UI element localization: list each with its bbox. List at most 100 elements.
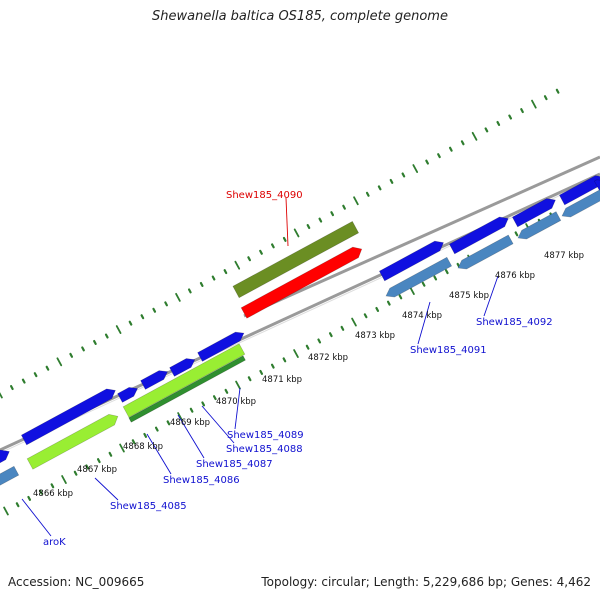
- outer-tick-mark: [365, 191, 370, 197]
- gene-label: Shew185_4089: [227, 430, 304, 441]
- inner-tick-mark: [282, 357, 287, 363]
- label-leader-line: [234, 387, 241, 430]
- gene-labels: aroK Shew185_4085 Shew185_4086 Shew185_4087…: [43, 190, 553, 548]
- inner-tick-mark: [235, 380, 241, 390]
- outer-tick-mark: [152, 307, 157, 313]
- outer-tick-mark: [282, 236, 287, 242]
- inner-tick-mark: [293, 349, 299, 358]
- inner-tick-mark: [73, 470, 78, 476]
- gene-block: [140, 370, 169, 390]
- inner-tick-mark: [85, 464, 90, 470]
- inner-tick-mark: [15, 502, 20, 508]
- inner-tick-mark: [433, 275, 438, 281]
- gene-block: [169, 358, 196, 377]
- gene-block: [593, 179, 600, 192]
- gene-block: [117, 387, 139, 403]
- kbp-tick-label: 4866 kbp: [33, 489, 73, 499]
- outer-tick-track: [0, 88, 560, 399]
- outer-tick-mark: [425, 159, 429, 165]
- inner-tick-mark: [386, 300, 391, 306]
- gene-label: Shew185_4087: [196, 459, 273, 470]
- inner-tick-mark: [3, 506, 9, 516]
- gene-block: [197, 331, 245, 362]
- inner-tick-mark: [212, 395, 217, 401]
- outer-tick-mark: [21, 378, 26, 384]
- label-leader-line: [201, 405, 235, 444]
- outer-tick-mark: [81, 346, 85, 352]
- outer-tick-mark: [0, 392, 3, 399]
- gene-block: [26, 414, 119, 470]
- label-leader-line: [94, 477, 119, 501]
- outer-tick-mark: [318, 217, 323, 223]
- inner-tick-mark: [143, 432, 148, 438]
- inner-tick-mark: [201, 401, 206, 407]
- inner-tick-mark: [317, 338, 322, 344]
- inner-tick-mark: [96, 458, 101, 464]
- outer-tick-mark: [508, 114, 513, 120]
- label-leader-line: [177, 414, 205, 459]
- inner-tick-mark: [398, 294, 403, 300]
- gene-block: [385, 256, 453, 298]
- outer-tick-mark: [330, 211, 335, 217]
- inner-tick-mark: [247, 376, 252, 382]
- outer-tick-mark: [471, 131, 478, 141]
- inner-tick-mark: [375, 306, 380, 312]
- outer-tick-mark: [128, 320, 133, 326]
- kbp-tick-label: 4872 kbp: [308, 353, 348, 363]
- outer-tick-mark: [223, 269, 228, 275]
- inner-tick-mark: [131, 439, 136, 445]
- inner-tick-mark: [305, 344, 310, 350]
- outer-tick-mark: [10, 385, 14, 391]
- backbone-highlight: [0, 176, 600, 454]
- gene-label: Shew185_4088: [226, 444, 303, 455]
- outer-tick-mark: [271, 243, 275, 249]
- outer-tick-mark: [342, 204, 346, 210]
- outer-tick-mark: [259, 249, 263, 255]
- gene-block: [0, 449, 10, 464]
- outer-tick-mark: [45, 365, 50, 371]
- inner-tick-mark: [189, 407, 194, 413]
- inner-tick-mark: [38, 489, 43, 495]
- inner-tick-mark: [363, 313, 368, 319]
- inner-tick-mark: [154, 426, 159, 432]
- gene-block: [457, 234, 514, 270]
- inner-tick-mark: [177, 412, 183, 421]
- outer-tick-mark: [33, 372, 38, 378]
- kbp-tick-label: 4867 kbp: [77, 465, 117, 475]
- inner-tick-mark: [421, 281, 426, 287]
- inner-tick-mark: [166, 420, 171, 426]
- outer-tick-mark: [496, 120, 501, 126]
- highlight-gene-pair: [232, 220, 360, 299]
- gene-block: [561, 189, 600, 218]
- gene-block: [128, 355, 246, 423]
- outer-tick-mark: [389, 178, 394, 184]
- gene-label: Shew185_4092: [476, 317, 553, 328]
- inner-tick-mark: [444, 269, 449, 275]
- label-leader-line: [483, 275, 499, 317]
- outer-tick-mark: [306, 224, 311, 230]
- outer-tick-mark: [520, 108, 524, 114]
- kbp-tick-label: 4873 kbp: [355, 331, 395, 341]
- gene-label: Shew185_4085: [110, 501, 187, 512]
- outer-tick-mark: [140, 314, 145, 320]
- inner-tick-mark: [50, 483, 55, 489]
- outer-tick-mark: [115, 325, 122, 334]
- label-leaders: [21, 197, 499, 537]
- outer-tick-mark: [484, 127, 489, 133]
- outer-tick-mark: [234, 260, 241, 270]
- backbone-line: [243, 155, 600, 318]
- outer-tick-mark: [164, 301, 168, 307]
- gene-label: Shew185_4086: [163, 475, 240, 486]
- gene-block: [517, 211, 562, 240]
- outer-tick-mark: [56, 357, 63, 367]
- inner-tick-mark: [514, 231, 519, 237]
- outer-tick-mark: [69, 352, 74, 358]
- outer-tick-mark: [543, 95, 548, 101]
- kbp-tick-label: 4876 kbp: [495, 271, 535, 281]
- kbp-tick-label: 4868 kbp: [123, 442, 163, 452]
- genome-summary-text: Topology: circular; Length: 5,229,686 bp…: [261, 575, 591, 589]
- outer-tick-mark: [531, 99, 537, 109]
- kbp-tick-labels: 4866 kbp 4867 kbp 4868 kbp 4869 kbp 4870 kbp…: [33, 251, 584, 499]
- gene-track: [0, 175, 600, 486]
